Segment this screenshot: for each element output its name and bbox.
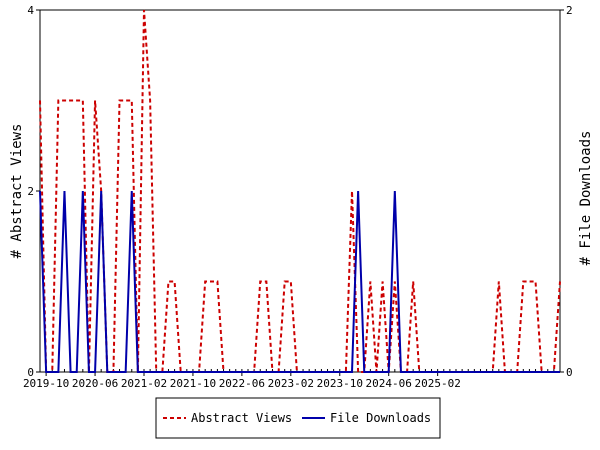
y-axis-right: 02: [560, 4, 573, 379]
y-axis-left-title: # Abstract Views: [9, 124, 25, 259]
x-tick-label: 2021-10: [170, 377, 216, 390]
legend-label-abstract-views: Abstract Views: [191, 411, 292, 425]
y-right-tick-label: 2: [566, 4, 573, 17]
series-line-file-downloads: [39, 190, 560, 373]
y-right-tick-label: 0: [566, 366, 573, 379]
plot-area: [39, 9, 561, 373]
x-tick-label: 2024-06: [366, 377, 412, 390]
x-tick-label: 2020-06: [72, 377, 118, 390]
x-tick-label: 2023-10: [317, 377, 363, 390]
y-axis-right-title: # File Downloads: [578, 131, 594, 266]
y-axis-left: 0 2 4: [27, 4, 40, 379]
x-tick-label: 2019-10: [23, 377, 69, 390]
legend-label-file-downloads: File Downloads: [330, 411, 431, 425]
series-layer: [39, 9, 561, 373]
legend-box: [155, 397, 441, 439]
y-left-tick-label: 4: [27, 4, 34, 17]
x-tick-label: 2021-02: [121, 377, 167, 390]
y-left-tick-label: 2: [27, 185, 34, 198]
legend: Abstract Views File Downloads: [155, 397, 441, 439]
x-tick-label: 2025-02: [414, 377, 460, 390]
x-tick-label: 2023-02: [268, 377, 314, 390]
x-tick-label: 2022-06: [219, 377, 265, 390]
y-left-tick-label: 0: [27, 366, 34, 379]
x-axis: 2019-10 2020-06 2021-02 2021-10 2022-06 2023-…: [23, 369, 561, 390]
